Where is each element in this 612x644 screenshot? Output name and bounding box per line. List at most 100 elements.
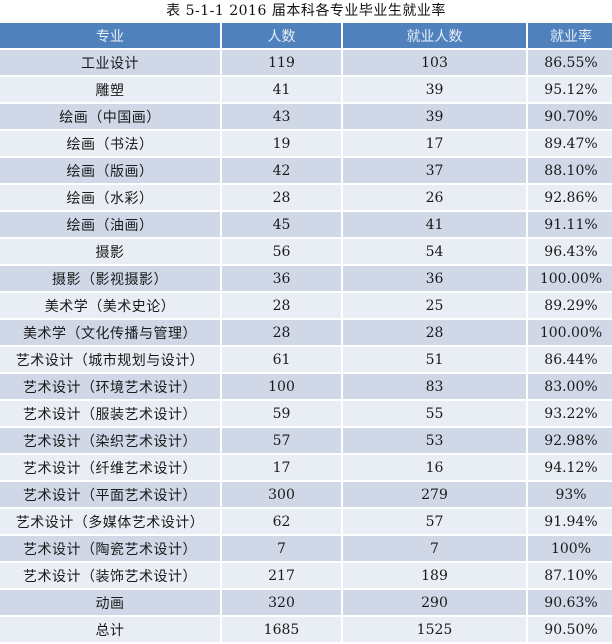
header-major: 专业 (0, 23, 220, 48)
cell-employed: 53 (343, 428, 526, 453)
cell-total: 19 (222, 131, 341, 156)
cell-rate: 86.44% (528, 347, 612, 372)
cell-total: 45 (222, 212, 341, 237)
employment-rate-table: 专业 人数 就业人数 就业率 工业设计 119 103 86.55% 雕塑 41 39 95.… (0, 21, 612, 644)
table-row: 艺术设计（环境艺术设计） 100 83 83.00% (0, 374, 612, 399)
cell-total: 7 (222, 536, 341, 561)
cell-total: 100 (222, 374, 341, 399)
cell-rate: 87.10% (528, 563, 612, 588)
cell-employed: 37 (343, 158, 526, 183)
cell-total: 62 (222, 509, 341, 534)
cell-rate: 86.55% (528, 50, 612, 75)
cell-rate: 94.12% (528, 455, 612, 480)
cell-major: 艺术设计（环境艺术设计） (0, 374, 220, 399)
table-row: 艺术设计（城市规划与设计） 61 51 86.44% (0, 347, 612, 372)
cell-rate: 91.11% (528, 212, 612, 237)
cell-employed: 57 (343, 509, 526, 534)
cell-rate: 96.43% (528, 239, 612, 264)
cell-major: 动画 (0, 590, 220, 615)
cell-employed: 279 (343, 482, 526, 507)
header-rate: 就业率 (528, 23, 612, 48)
cell-total: 28 (222, 185, 341, 210)
cell-employed: 36 (343, 266, 526, 291)
cell-major: 美术学（文化传播与管理） (0, 320, 220, 345)
cell-employed: 83 (343, 374, 526, 399)
cell-major: 绘画（中国画） (0, 104, 220, 129)
cell-employed: 26 (343, 185, 526, 210)
table-row: 美术学（美术史论） 28 25 89.29% (0, 293, 612, 318)
cell-employed: 54 (343, 239, 526, 264)
table-row: 艺术设计（陶瓷艺术设计） 7 7 100% (0, 536, 612, 561)
cell-total: 41 (222, 77, 341, 102)
cell-major: 绘画（水彩） (0, 185, 220, 210)
cell-total: 61 (222, 347, 341, 372)
table-row: 动画 320 290 90.63% (0, 590, 612, 615)
table-row: 摄影（影视摄影） 36 36 100.00% (0, 266, 612, 291)
table-row: 绘画（版画） 42 37 88.10% (0, 158, 612, 183)
cell-major: 总计 (0, 617, 220, 642)
cell-employed: 25 (343, 293, 526, 318)
cell-total: 42 (222, 158, 341, 183)
cell-total: 217 (222, 563, 341, 588)
cell-major: 绘画（书法） (0, 131, 220, 156)
cell-employed: 28 (343, 320, 526, 345)
table-row: 艺术设计（纤维艺术设计） 17 16 94.12% (0, 455, 612, 480)
header-employed: 就业人数 (343, 23, 526, 48)
cell-total: 17 (222, 455, 341, 480)
table-row: 雕塑 41 39 95.12% (0, 77, 612, 102)
table-row: 艺术设计（染织艺术设计） 57 53 92.98% (0, 428, 612, 453)
cell-major: 绘画（版画） (0, 158, 220, 183)
cell-rate: 93% (528, 482, 612, 507)
cell-rate: 100% (528, 536, 612, 561)
cell-rate: 83.00% (528, 374, 612, 399)
cell-rate: 90.63% (528, 590, 612, 615)
cell-major: 雕塑 (0, 77, 220, 102)
cell-rate: 88.10% (528, 158, 612, 183)
cell-employed: 39 (343, 77, 526, 102)
cell-major: 工业设计 (0, 50, 220, 75)
cell-rate: 89.47% (528, 131, 612, 156)
cell-total: 119 (222, 50, 341, 75)
cell-employed: 51 (343, 347, 526, 372)
table-row: 艺术设计（服装艺术设计） 59 55 93.22% (0, 401, 612, 426)
cell-total: 28 (222, 320, 341, 345)
cell-employed: 1525 (343, 617, 526, 642)
cell-total: 320 (222, 590, 341, 615)
table-row: 艺术设计（多媒体艺术设计） 62 57 91.94% (0, 509, 612, 534)
cell-total: 57 (222, 428, 341, 453)
cell-employed: 16 (343, 455, 526, 480)
cell-major: 绘画（油画） (0, 212, 220, 237)
cell-rate: 95.12% (528, 77, 612, 102)
cell-total: 1685 (222, 617, 341, 642)
cell-employed: 103 (343, 50, 526, 75)
cell-major: 摄影（影视摄影） (0, 266, 220, 291)
cell-major: 艺术设计（服装艺术设计） (0, 401, 220, 426)
cell-major: 艺术设计（装饰艺术设计） (0, 563, 220, 588)
cell-major: 艺术设计（城市规划与设计） (0, 347, 220, 372)
cell-rate: 92.98% (528, 428, 612, 453)
table-row: 美术学（文化传播与管理） 28 28 100.00% (0, 320, 612, 345)
cell-employed: 41 (343, 212, 526, 237)
cell-major: 美术学（美术史论） (0, 293, 220, 318)
header-row: 专业 人数 就业人数 就业率 (0, 23, 612, 48)
cell-major: 摄影 (0, 239, 220, 264)
cell-total: 36 (222, 266, 341, 291)
table-row: 工业设计 119 103 86.55% (0, 50, 612, 75)
cell-rate: 90.50% (528, 617, 612, 642)
cell-major: 艺术设计（陶瓷艺术设计） (0, 536, 220, 561)
cell-rate: 91.94% (528, 509, 612, 534)
cell-total: 28 (222, 293, 341, 318)
table-row: 绘画（水彩） 28 26 92.86% (0, 185, 612, 210)
table-row: 绘画（中国画） 43 39 90.70% (0, 104, 612, 129)
table-row: 艺术设计（装饰艺术设计） 217 189 87.10% (0, 563, 612, 588)
cell-rate: 100.00% (528, 266, 612, 291)
cell-total: 300 (222, 482, 341, 507)
cell-employed: 17 (343, 131, 526, 156)
cell-total: 56 (222, 239, 341, 264)
cell-employed: 55 (343, 401, 526, 426)
cell-employed: 290 (343, 590, 526, 615)
cell-rate: 92.86% (528, 185, 612, 210)
cell-major: 艺术设计（染织艺术设计） (0, 428, 220, 453)
cell-rate: 90.70% (528, 104, 612, 129)
table-row: 摄影 56 54 96.43% (0, 239, 612, 264)
